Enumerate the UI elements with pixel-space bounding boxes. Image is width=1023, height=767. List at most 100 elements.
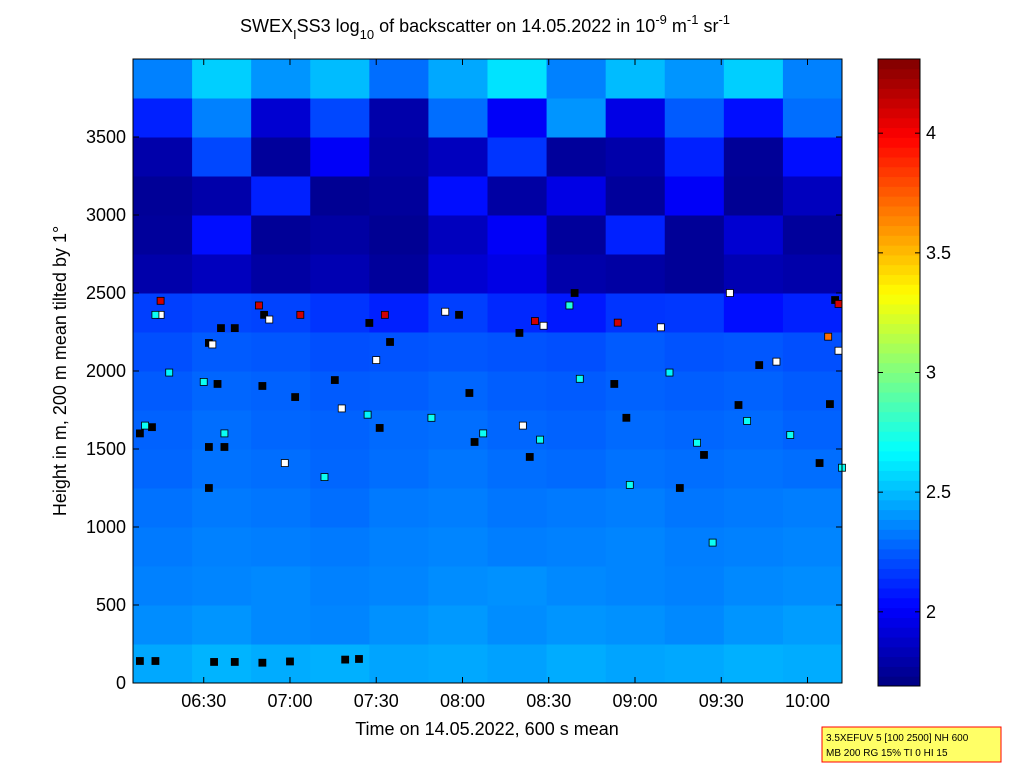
heat-cell — [428, 527, 488, 567]
marker — [363, 410, 372, 419]
heat-cell — [369, 527, 429, 567]
heat-cell — [664, 644, 725, 684]
heat-cell — [664, 254, 725, 294]
colorbar-step — [878, 117, 920, 129]
heat-cell — [723, 176, 784, 216]
colorbar-step — [878, 127, 920, 138]
heat-cell — [192, 254, 252, 294]
heat-cell — [546, 644, 607, 684]
colorbar-step — [878, 98, 920, 109]
heat-cell — [133, 332, 193, 372]
colorbar-step — [878, 421, 920, 432]
colorbar-step — [878, 480, 920, 491]
heat-cell — [251, 371, 311, 411]
heat-cell — [605, 644, 666, 684]
colorbar-step — [878, 568, 920, 579]
heat-cell — [782, 449, 843, 489]
colorbar-step — [878, 147, 920, 158]
marker — [465, 389, 474, 397]
heat-cell — [251, 59, 311, 99]
colorbar-step — [878, 294, 920, 305]
marker — [136, 429, 144, 438]
colorbar-step — [878, 362, 920, 373]
heat-cell — [133, 59, 193, 99]
heat-cell — [369, 566, 429, 606]
heat-cell — [251, 254, 311, 294]
colorbar-step — [878, 646, 920, 658]
heat-cell — [664, 371, 725, 411]
marker — [165, 368, 174, 377]
heat-cell — [192, 98, 252, 138]
marker — [525, 453, 534, 461]
marker — [815, 459, 824, 467]
marker — [734, 401, 743, 409]
marker — [539, 321, 548, 330]
title-sub: 10 — [360, 27, 374, 42]
heat-cell — [723, 644, 784, 684]
heat-cell — [251, 215, 311, 255]
heat-cell — [133, 605, 193, 645]
heat-cell — [664, 215, 725, 255]
heat-cell — [310, 293, 370, 333]
marker — [834, 346, 843, 355]
marker — [217, 324, 225, 333]
heat-cell — [782, 644, 843, 684]
colorbar-step — [878, 548, 920, 560]
marker — [531, 317, 539, 325]
heat-cell — [605, 332, 666, 372]
heat-cell — [133, 566, 193, 606]
heat-cell — [723, 488, 784, 528]
marker — [255, 301, 263, 310]
heat-cell — [487, 566, 548, 606]
heat-cell — [192, 332, 252, 372]
heat-cell — [605, 176, 666, 216]
colorbar-step — [878, 176, 920, 187]
marker — [826, 400, 834, 408]
heat-cell — [428, 605, 488, 645]
heat-cell — [782, 332, 843, 372]
marker — [355, 655, 363, 663]
heat-cell — [546, 488, 607, 528]
marker — [824, 332, 833, 341]
colorbar-step — [878, 607, 920, 618]
colorbar-step — [878, 470, 920, 481]
marker — [375, 424, 384, 432]
colorbar-step — [878, 499, 920, 511]
marker — [625, 480, 634, 489]
heat-cell — [310, 215, 370, 255]
heat-cell — [428, 644, 488, 684]
colorbar-step — [878, 137, 920, 148]
colorbar-tick-label: 2.5 — [926, 482, 951, 502]
colorbar-tick-label: 2 — [926, 602, 936, 622]
heat-cell — [487, 293, 548, 333]
heat-cell — [723, 98, 784, 138]
marker — [518, 421, 527, 430]
x-tick-label: 10:00 — [785, 691, 830, 711]
heat-cell — [192, 449, 252, 489]
colorbar-step — [878, 656, 920, 667]
heat-cell — [310, 566, 370, 606]
marker — [455, 310, 463, 319]
colorbar-step — [878, 245, 920, 256]
heat-cell — [369, 644, 429, 684]
heat-cell — [723, 566, 784, 606]
marker — [743, 417, 752, 425]
colorbar-step — [878, 284, 920, 295]
heat-cell — [782, 176, 843, 216]
colorbar-step — [878, 303, 920, 315]
colorbar-step — [878, 431, 920, 442]
colorbar-tick-label: 3.5 — [926, 243, 951, 263]
heat-cell — [133, 527, 193, 567]
colorbar-step — [878, 88, 920, 99]
heat-cell — [251, 137, 311, 177]
colorbar-step — [878, 588, 920, 599]
heat-cell — [605, 527, 666, 567]
heat-cell — [310, 332, 370, 372]
heat-cell — [605, 449, 666, 489]
colorbar-step — [878, 166, 920, 178]
heat-cell — [487, 176, 548, 216]
heat-cell — [310, 254, 370, 294]
heat-cell — [133, 137, 193, 177]
marker — [665, 368, 674, 377]
